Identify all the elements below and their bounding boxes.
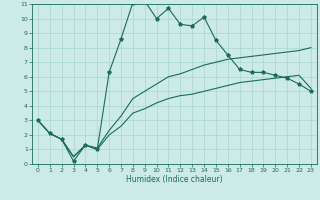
X-axis label: Humidex (Indice chaleur): Humidex (Indice chaleur): [126, 175, 223, 184]
